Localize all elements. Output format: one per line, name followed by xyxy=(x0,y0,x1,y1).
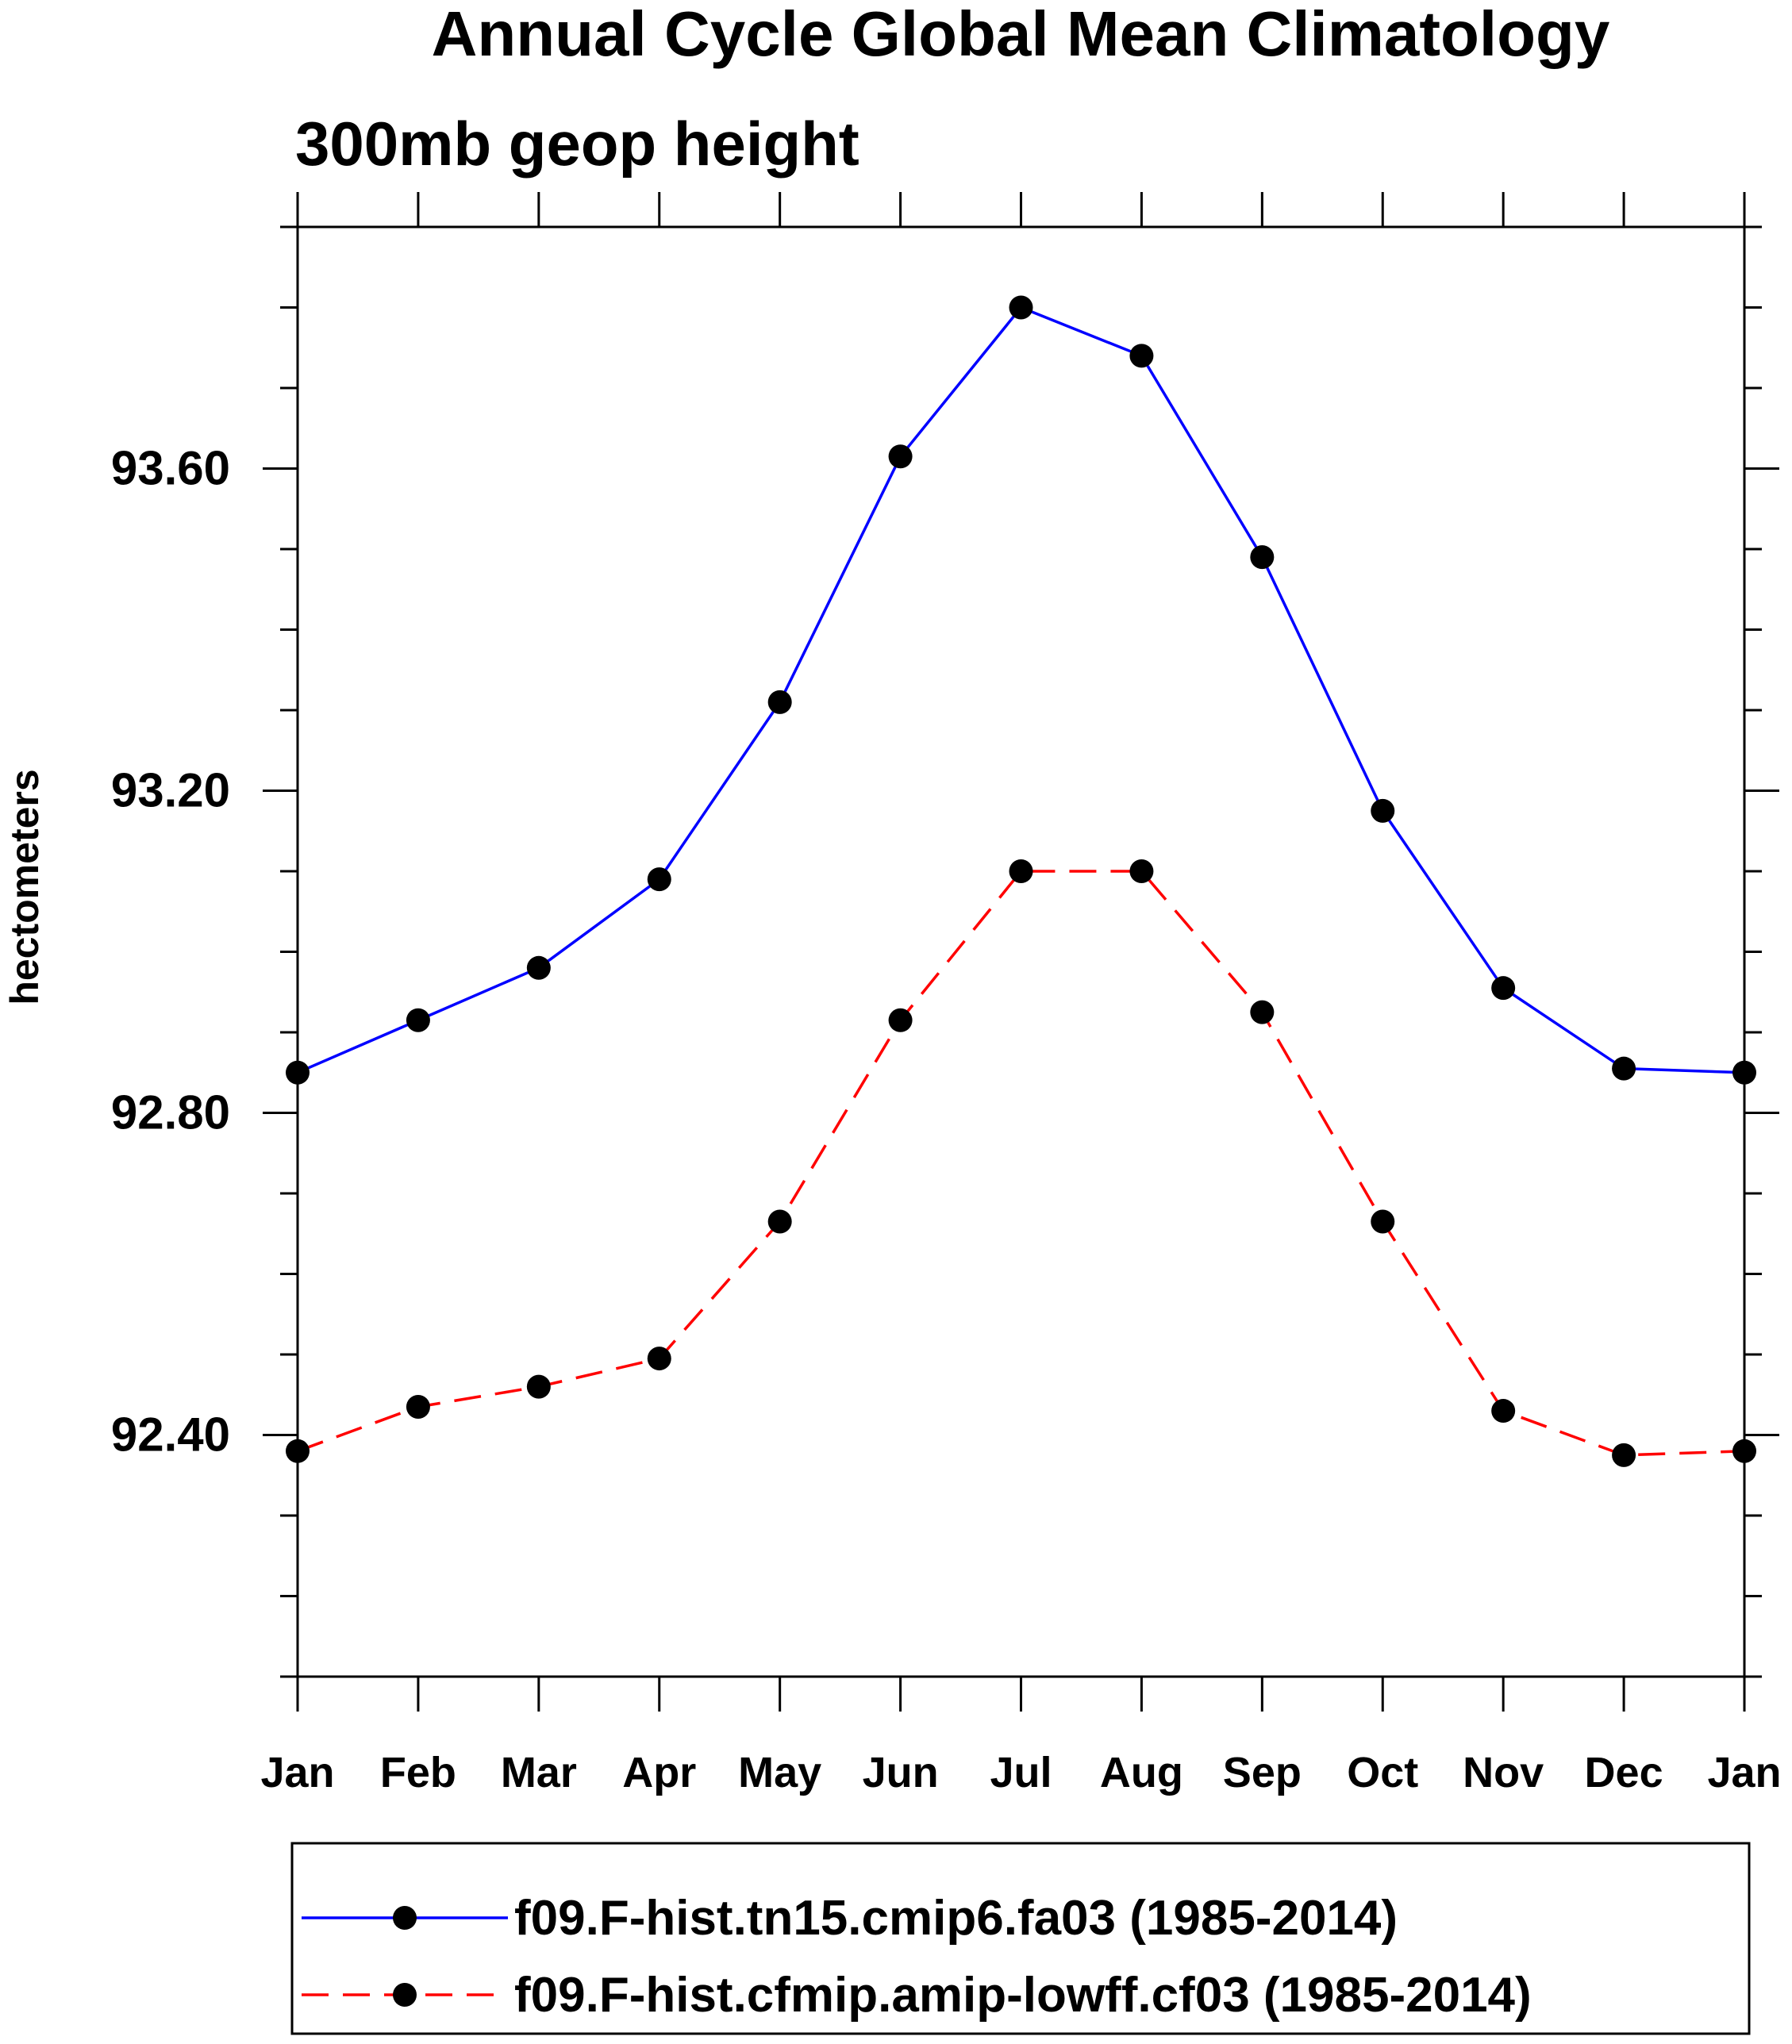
legend-box xyxy=(290,1842,1751,2035)
x-tick-label: Dec xyxy=(1585,1749,1663,1796)
data-point xyxy=(1732,1060,1756,1085)
series-lines xyxy=(286,295,1756,1467)
series-line xyxy=(297,305,1745,1074)
x-tick-label: Nov xyxy=(1463,1749,1544,1796)
legend: f09.F-hist.tn15.cmip6.fa03 (1985-2014) f0… xyxy=(290,1842,1751,2035)
x-tick-label: Oct xyxy=(1347,1749,1418,1796)
data-point xyxy=(1129,859,1154,883)
data-point xyxy=(286,1439,310,1463)
x-tick-label: Jun xyxy=(863,1749,939,1796)
data-point xyxy=(888,1008,913,1032)
legend-label-2: f09.F-hist.cfmip.amip-lowff.cf03 (1985-2… xyxy=(514,1968,1532,2023)
data-point xyxy=(286,1060,310,1085)
data-point xyxy=(406,1394,430,1419)
series-line xyxy=(297,870,1745,1457)
legend-marker-1 xyxy=(393,1906,417,1930)
data-point xyxy=(406,1008,430,1032)
series-2 xyxy=(286,859,1756,1467)
data-point xyxy=(526,955,551,980)
x-tick-label: Jan xyxy=(1707,1749,1781,1796)
x-tick-label: Jul xyxy=(990,1749,1052,1796)
legend-marker-2 xyxy=(393,1983,417,2007)
data-point xyxy=(1371,798,1395,823)
legend-label-1: f09.F-hist.tn15.cmip6.fa03 (1985-2014) xyxy=(514,1891,1398,1946)
data-point xyxy=(1250,545,1275,570)
y-tick-label: 93.60 xyxy=(111,442,230,495)
data-point xyxy=(526,1374,551,1399)
data-point xyxy=(1612,1056,1636,1081)
axes: Jan Feb Mar Apr May Jun Jul Aug Sep Oct Nov Dec Jan 9… xyxy=(111,192,1782,1796)
data-point xyxy=(647,1347,671,1371)
x-tick-label: Jan xyxy=(260,1749,334,1796)
data-point xyxy=(647,867,671,892)
series-1 xyxy=(286,295,1756,1085)
data-point xyxy=(1250,1000,1275,1024)
chart-subtitle: 300mb geop height xyxy=(295,109,859,179)
y-axis-label: hectometers xyxy=(2,769,47,1005)
x-tick-label: Sep xyxy=(1223,1749,1302,1796)
data-point xyxy=(1371,1209,1395,1234)
x-tick-label: May xyxy=(738,1749,821,1796)
data-point xyxy=(1009,295,1033,320)
x-tick-label: Aug xyxy=(1100,1749,1183,1796)
y-tick-label: 93.20 xyxy=(111,764,230,817)
x-tick-label: Apr xyxy=(622,1749,696,1796)
x-tick-label: Feb xyxy=(380,1749,456,1796)
data-point xyxy=(767,690,792,714)
data-point xyxy=(1612,1443,1636,1467)
y-tick-label: 92.80 xyxy=(111,1086,230,1139)
data-point xyxy=(1129,344,1154,368)
x-tick-label: Mar xyxy=(501,1749,577,1796)
chart-title: Annual Cycle Global Mean Climatology xyxy=(432,0,1610,69)
data-point xyxy=(1491,1399,1516,1424)
data-point xyxy=(767,1209,792,1234)
data-point xyxy=(1491,976,1516,1001)
plot-frame xyxy=(296,225,1746,1678)
y-tick-label: 92.40 xyxy=(111,1408,230,1462)
data-point xyxy=(888,444,913,469)
data-point xyxy=(1732,1439,1756,1463)
data-point xyxy=(1009,859,1033,883)
